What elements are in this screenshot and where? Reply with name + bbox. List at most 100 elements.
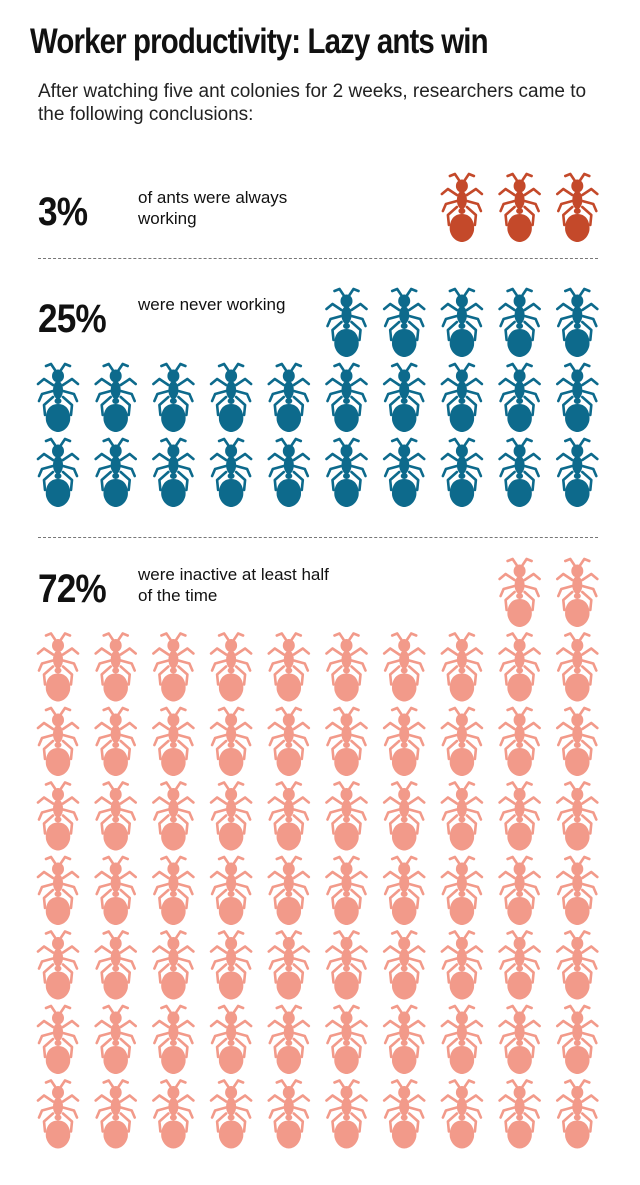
- ant-icon-3-34: [94, 855, 137, 927]
- ant-icon-3-58: [325, 1004, 368, 1076]
- ant-icon-3-6: [209, 632, 253, 703]
- ant-icon-1-1: [440, 172, 484, 244]
- ant-icon-3-40: [440, 855, 484, 927]
- ant-icon-3-62: [555, 1004, 599, 1076]
- ant-icon-3-12: [555, 632, 599, 703]
- ant-icon-2-1: [325, 287, 368, 359]
- ant-icon-2-15: [555, 362, 599, 434]
- ant-icon-3-16: [209, 706, 253, 778]
- ant-icon-3-52: [555, 930, 599, 1001]
- ant-icon-2-19: [209, 437, 253, 509]
- ant-icon-3-72: [555, 1079, 599, 1150]
- ant-icon-2-9: [209, 362, 253, 434]
- ant-icon-2-21: [325, 437, 368, 509]
- ant-icon-2-20: [267, 437, 311, 509]
- ant-icon-2-3: [440, 287, 484, 359]
- ant-icon-2-6: [36, 362, 80, 434]
- ant-icon-3-26: [209, 781, 253, 852]
- ant-icon-2-7: [94, 362, 137, 434]
- ant-icon-3-31: [498, 781, 541, 852]
- ant-icon-3-20: [440, 706, 484, 778]
- ant-icon-3-41: [498, 855, 541, 927]
- ant-icon-2-23: [440, 437, 484, 509]
- ant-icon-3-7: [267, 632, 311, 703]
- ant-icon-3-59: [382, 1004, 426, 1076]
- ant-icon-2-13: [440, 362, 484, 434]
- chart-title: Worker productivity: Lazy ants win: [30, 22, 489, 61]
- ant-icon-3-25: [152, 781, 195, 852]
- ant-icon-3-8: [325, 632, 368, 703]
- ant-icon-3-42: [555, 855, 599, 927]
- ant-icon-3-70: [440, 1079, 484, 1150]
- ant-icon-2-22: [382, 437, 426, 509]
- ant-icon-3-3: [36, 632, 80, 703]
- ant-icon-3-49: [382, 930, 426, 1001]
- ant-icon-3-18: [325, 706, 368, 778]
- ant-icon-3-1: [498, 557, 541, 629]
- ant-icon-2-25: [555, 437, 599, 509]
- ant-icon-3-43: [36, 930, 80, 1001]
- ant-icon-3-30: [440, 781, 484, 852]
- never-working-percent: 25%: [38, 297, 107, 341]
- ant-icon-2-11: [325, 362, 368, 434]
- ant-icon-2-8: [152, 362, 195, 434]
- ant-icon-3-67: [267, 1079, 311, 1150]
- ant-icon-3-48: [325, 930, 368, 1001]
- ant-icon-2-24: [498, 437, 541, 509]
- ant-icon-1-3: [555, 172, 599, 244]
- ant-icon-3-71: [498, 1079, 541, 1150]
- never-working-description: were never working: [138, 295, 286, 314]
- ant-icon-3-64: [94, 1079, 137, 1150]
- ant-icon-3-56: [209, 1004, 253, 1076]
- ant-icon-3-44: [94, 930, 137, 1001]
- ant-icon-3-27: [267, 781, 311, 852]
- ant-icon-3-2: [555, 557, 599, 629]
- ant-icon-3-36: [209, 855, 253, 927]
- ant-icon-3-14: [94, 706, 137, 778]
- ant-icon-3-28: [325, 781, 368, 852]
- ant-icon-2-2: [382, 287, 426, 359]
- ant-icon-3-68: [325, 1079, 368, 1150]
- ant-icon-2-4: [498, 287, 541, 359]
- ant-icon-2-5: [555, 287, 599, 359]
- always-working-percent: 3%: [38, 190, 88, 234]
- ant-icon-3-15: [152, 706, 195, 778]
- ant-icon-2-16: [36, 437, 80, 509]
- ant-icon-3-29: [382, 781, 426, 852]
- ant-icon-3-13: [36, 706, 80, 778]
- ant-icon-3-60: [440, 1004, 484, 1076]
- ant-icon-3-19: [382, 706, 426, 778]
- ant-icon-3-46: [209, 930, 253, 1001]
- ant-icon-2-10: [267, 362, 311, 434]
- ant-icon-3-37: [267, 855, 311, 927]
- ant-icon-3-5: [152, 632, 195, 703]
- ant-icon-1-2: [498, 172, 541, 244]
- ant-icon-3-39: [382, 855, 426, 927]
- ant-icon-2-12: [382, 362, 426, 434]
- ant-icon-3-9: [382, 632, 426, 703]
- ant-icon-3-33: [36, 855, 80, 927]
- chart-subtitle: After watching five ant colonies for 2 w…: [38, 81, 587, 125]
- ant-icon-2-14: [498, 362, 541, 434]
- ant-icon-3-11: [498, 632, 541, 703]
- ant-icon-3-57: [267, 1004, 311, 1076]
- divider-2: [38, 537, 598, 538]
- always-working-description: of ants were always working: [138, 188, 288, 228]
- ant-icon-3-51: [498, 930, 541, 1001]
- ant-icon-3-66: [209, 1079, 253, 1150]
- ant-icon-3-53: [36, 1004, 80, 1076]
- ant-icon-2-18: [152, 437, 195, 509]
- ant-icon-2-17: [94, 437, 137, 509]
- ant-icon-3-47: [267, 930, 311, 1001]
- ant-icon-3-22: [555, 706, 599, 778]
- ant-icon-3-45: [152, 930, 195, 1001]
- ant-icon-3-32: [555, 781, 599, 852]
- ant-icon-3-61: [498, 1004, 541, 1076]
- ant-icon-3-10: [440, 632, 484, 703]
- divider-1: [38, 258, 598, 259]
- ant-icon-3-38: [325, 855, 368, 927]
- ant-icon-3-55: [152, 1004, 195, 1076]
- ant-icon-3-54: [94, 1004, 137, 1076]
- inactive-percent: 72%: [38, 567, 107, 611]
